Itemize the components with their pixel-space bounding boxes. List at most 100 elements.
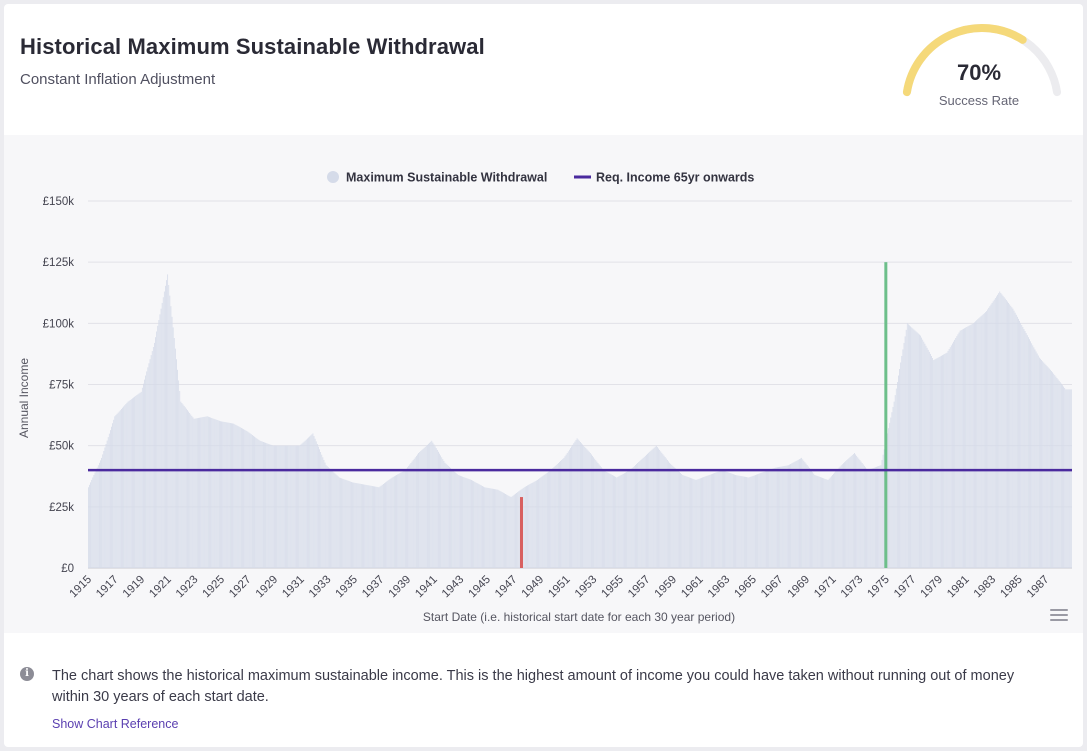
withdrawal-bar (281, 445, 283, 568)
withdrawal-bar (779, 466, 781, 568)
withdrawal-bar (759, 473, 761, 568)
withdrawal-bar (189, 413, 191, 568)
withdrawal-bar (848, 458, 850, 568)
withdrawal-bar (841, 464, 843, 568)
withdrawal-bar (364, 484, 366, 568)
withdrawal-bar (420, 450, 422, 568)
legend-label-req-income[interactable]: Req. Income 65yr onwards (596, 171, 754, 185)
withdrawal-bar (424, 446, 426, 568)
withdrawal-bar (562, 458, 564, 568)
withdrawal-bar (728, 472, 730, 568)
withdrawal-bar (618, 476, 620, 568)
withdrawal-bar (811, 470, 812, 568)
withdrawal-bar (673, 466, 675, 568)
withdrawal-bar (206, 416, 208, 568)
withdrawal-bar (696, 479, 698, 568)
withdrawal-bar (178, 380, 180, 568)
chart-menu-icon[interactable] (1050, 609, 1068, 623)
withdrawal-bar (392, 476, 394, 568)
withdrawal-bar (97, 465, 99, 568)
withdrawal-bar (129, 399, 131, 568)
withdrawal-bar (624, 473, 625, 568)
withdrawal-bar (610, 474, 612, 568)
withdrawal-bar (554, 466, 556, 568)
withdrawal-bar (866, 468, 867, 568)
withdrawal-bar (283, 445, 285, 568)
withdrawal-bar (679, 471, 680, 568)
withdrawal-bar (1037, 355, 1039, 568)
withdrawal-bar (1065, 389, 1067, 568)
withdrawal-bar (553, 467, 555, 568)
withdrawal-bar (260, 441, 262, 568)
withdrawal-bar (840, 465, 842, 568)
withdrawal-bar (496, 489, 498, 568)
legend[interactable]: Maximum Sustainable Withdrawal Req. Inco… (327, 171, 754, 185)
withdrawal-bar (697, 479, 699, 568)
withdrawal-bar (233, 423, 235, 568)
withdrawal-bar (687, 477, 689, 568)
withdrawal-bar (752, 475, 754, 568)
withdrawal-bar (1001, 294, 1003, 568)
withdrawal-bar (572, 444, 574, 568)
withdrawal-bar (336, 475, 338, 568)
withdrawal-bar (1023, 329, 1025, 568)
withdrawal-bar (981, 315, 983, 568)
withdrawal-bar (747, 477, 749, 568)
withdrawal-bar (564, 456, 566, 568)
withdrawal-bar (419, 451, 421, 568)
x-tick-label: 1969 (786, 574, 813, 601)
withdrawal-bar (668, 461, 669, 568)
withdrawal-bar (457, 475, 459, 568)
withdrawal-bar (166, 280, 167, 568)
withdrawal-bar (999, 291, 1001, 568)
withdrawal-bar (1070, 389, 1072, 568)
withdrawal-bar (860, 461, 862, 568)
y-tick-label: £75k (49, 380, 74, 392)
withdrawal-bar (462, 476, 464, 568)
withdrawal-bar (236, 425, 238, 568)
withdrawal-bar (168, 285, 170, 568)
withdrawal-bar (451, 468, 453, 568)
withdrawal-bar (937, 357, 939, 568)
withdrawal-bar (904, 336, 906, 568)
withdrawal-bar (312, 433, 314, 568)
withdrawal-bar (933, 360, 935, 568)
withdrawal-bar (308, 437, 309, 568)
withdrawal-bar (817, 476, 819, 568)
withdrawal-bar (892, 406, 894, 568)
withdrawal-bar (469, 479, 471, 568)
withdrawal-bar (409, 464, 411, 568)
withdrawal-bar (1036, 353, 1038, 568)
withdrawal-bar (582, 444, 583, 568)
highlight-bar (884, 262, 888, 568)
withdrawal-bar (1040, 358, 1041, 568)
show-chart-reference-link[interactable]: Show Chart Reference (52, 717, 179, 731)
withdrawal-bar (491, 488, 493, 568)
withdrawal-bar (402, 471, 404, 568)
legend-label-withdrawal[interactable]: Maximum Sustainable Withdrawal (346, 171, 547, 185)
withdrawal-bar (375, 486, 377, 568)
x-tick-label: 1983 (972, 574, 999, 601)
withdrawal-bar (88, 487, 89, 568)
withdrawal-bar (608, 473, 610, 568)
withdrawal-bar (320, 451, 322, 568)
withdrawal-bar (1043, 362, 1045, 568)
withdrawal-bar (643, 456, 645, 568)
withdrawal-bar (1057, 379, 1059, 568)
withdrawal-bar (155, 337, 156, 568)
withdrawal-bar (431, 440, 433, 568)
withdrawal-bar (932, 357, 934, 568)
withdrawal-bar (633, 466, 635, 568)
withdrawal-bar (165, 285, 166, 568)
withdrawal-bar (1019, 320, 1020, 568)
withdrawal-bar (378, 487, 380, 568)
x-tick-label: 1951 (546, 574, 573, 601)
withdrawal-bar (961, 329, 963, 568)
withdrawal-bar (182, 404, 184, 568)
withdrawal-bar (311, 434, 313, 568)
withdrawal-bar (532, 482, 534, 568)
withdrawal-bar (174, 348, 176, 568)
withdrawal-bar (154, 342, 155, 568)
withdrawal-bar (920, 335, 921, 568)
withdrawal-bar (936, 358, 938, 568)
